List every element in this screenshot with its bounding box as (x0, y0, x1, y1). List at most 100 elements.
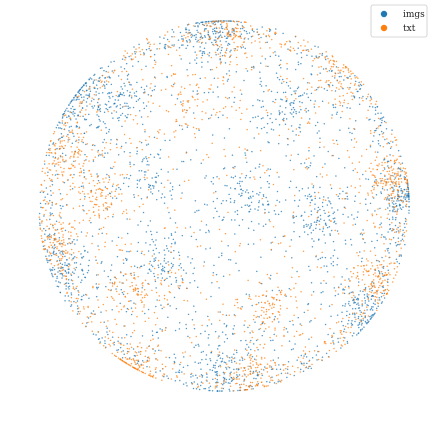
point-txt (48, 163, 50, 165)
point-txt (77, 152, 80, 155)
point-txt (367, 315, 370, 317)
point-txt (96, 182, 99, 185)
point-imgs (404, 193, 407, 195)
point-imgs (307, 109, 310, 112)
point-imgs (206, 325, 209, 327)
point-imgs (48, 154, 50, 157)
point-txt (259, 47, 262, 49)
point-imgs (129, 91, 131, 94)
point-imgs (287, 48, 289, 50)
point-txt (357, 77, 359, 79)
point-imgs (159, 149, 162, 151)
point-txt (386, 265, 388, 267)
point-txt (120, 343, 122, 346)
point-txt (293, 287, 295, 289)
point-imgs (223, 361, 226, 363)
point-imgs (299, 95, 301, 97)
point-imgs (406, 190, 408, 193)
point-txt (241, 44, 244, 46)
point-txt (73, 267, 75, 270)
point-txt (180, 93, 182, 95)
point-imgs (86, 271, 89, 274)
point-imgs (46, 261, 49, 264)
point-imgs (103, 138, 106, 141)
point-txt (96, 199, 98, 201)
point-imgs (223, 323, 226, 325)
point-txt (359, 185, 362, 187)
point-imgs (338, 157, 340, 160)
point-imgs (350, 238, 352, 241)
point-imgs (154, 259, 157, 262)
point-txt (257, 364, 260, 367)
point-txt (170, 251, 172, 253)
point-imgs (221, 54, 224, 57)
point-imgs (304, 195, 307, 197)
point-imgs (204, 28, 206, 30)
point-txt (160, 349, 162, 352)
point-imgs (204, 36, 207, 38)
point-imgs (140, 252, 143, 254)
point-txt (276, 272, 278, 275)
point-txt (397, 167, 399, 170)
point-imgs (265, 196, 267, 199)
point-imgs (113, 341, 115, 344)
point-txt (135, 114, 137, 117)
point-txt (246, 108, 248, 110)
point-txt (376, 184, 379, 187)
point-txt (84, 113, 87, 116)
point-imgs (163, 237, 166, 240)
point-txt (164, 34, 166, 36)
point-imgs (315, 227, 317, 230)
point-txt (260, 372, 263, 375)
point-txt (130, 365, 132, 367)
point-txt (105, 141, 107, 144)
point-txt (386, 288, 389, 291)
point-imgs (307, 49, 309, 51)
point-txt (220, 240, 223, 243)
point-txt (373, 184, 375, 187)
point-imgs (99, 104, 101, 106)
point-imgs (141, 286, 143, 289)
point-txt (330, 220, 332, 222)
point-imgs (309, 99, 312, 102)
point-txt (225, 96, 227, 99)
point-imgs (229, 382, 231, 385)
point-txt (342, 70, 345, 73)
point-txt (62, 160, 64, 162)
point-txt (255, 310, 257, 313)
point-txt (132, 288, 135, 291)
point-txt (94, 156, 97, 158)
point-imgs (197, 26, 199, 28)
point-imgs (300, 56, 303, 59)
point-txt (105, 206, 107, 209)
point-txt (229, 63, 231, 66)
point-imgs (170, 194, 173, 197)
point-txt (205, 25, 208, 27)
point-imgs (153, 53, 156, 56)
point-txt (311, 183, 313, 185)
point-imgs (99, 108, 102, 110)
point-imgs (346, 268, 348, 270)
point-txt (316, 73, 319, 76)
point-imgs (272, 339, 274, 341)
point-imgs (370, 298, 373, 300)
point-txt (237, 46, 239, 48)
point-imgs (231, 154, 234, 156)
point-txt (86, 232, 89, 234)
point-imgs (212, 272, 215, 274)
point-txt (378, 227, 381, 229)
point-imgs (383, 120, 386, 123)
point-txt (344, 279, 346, 281)
point-imgs (92, 310, 95, 312)
point-txt (386, 142, 388, 145)
point-txt (343, 222, 345, 224)
point-txt (64, 252, 67, 254)
point-txt (114, 195, 116, 197)
point-txt (363, 309, 366, 312)
point-imgs (394, 177, 396, 179)
point-txt (93, 93, 96, 96)
point-txt (211, 22, 213, 24)
point-txt (350, 91, 352, 93)
point-txt (353, 267, 355, 269)
point-imgs (351, 324, 354, 326)
